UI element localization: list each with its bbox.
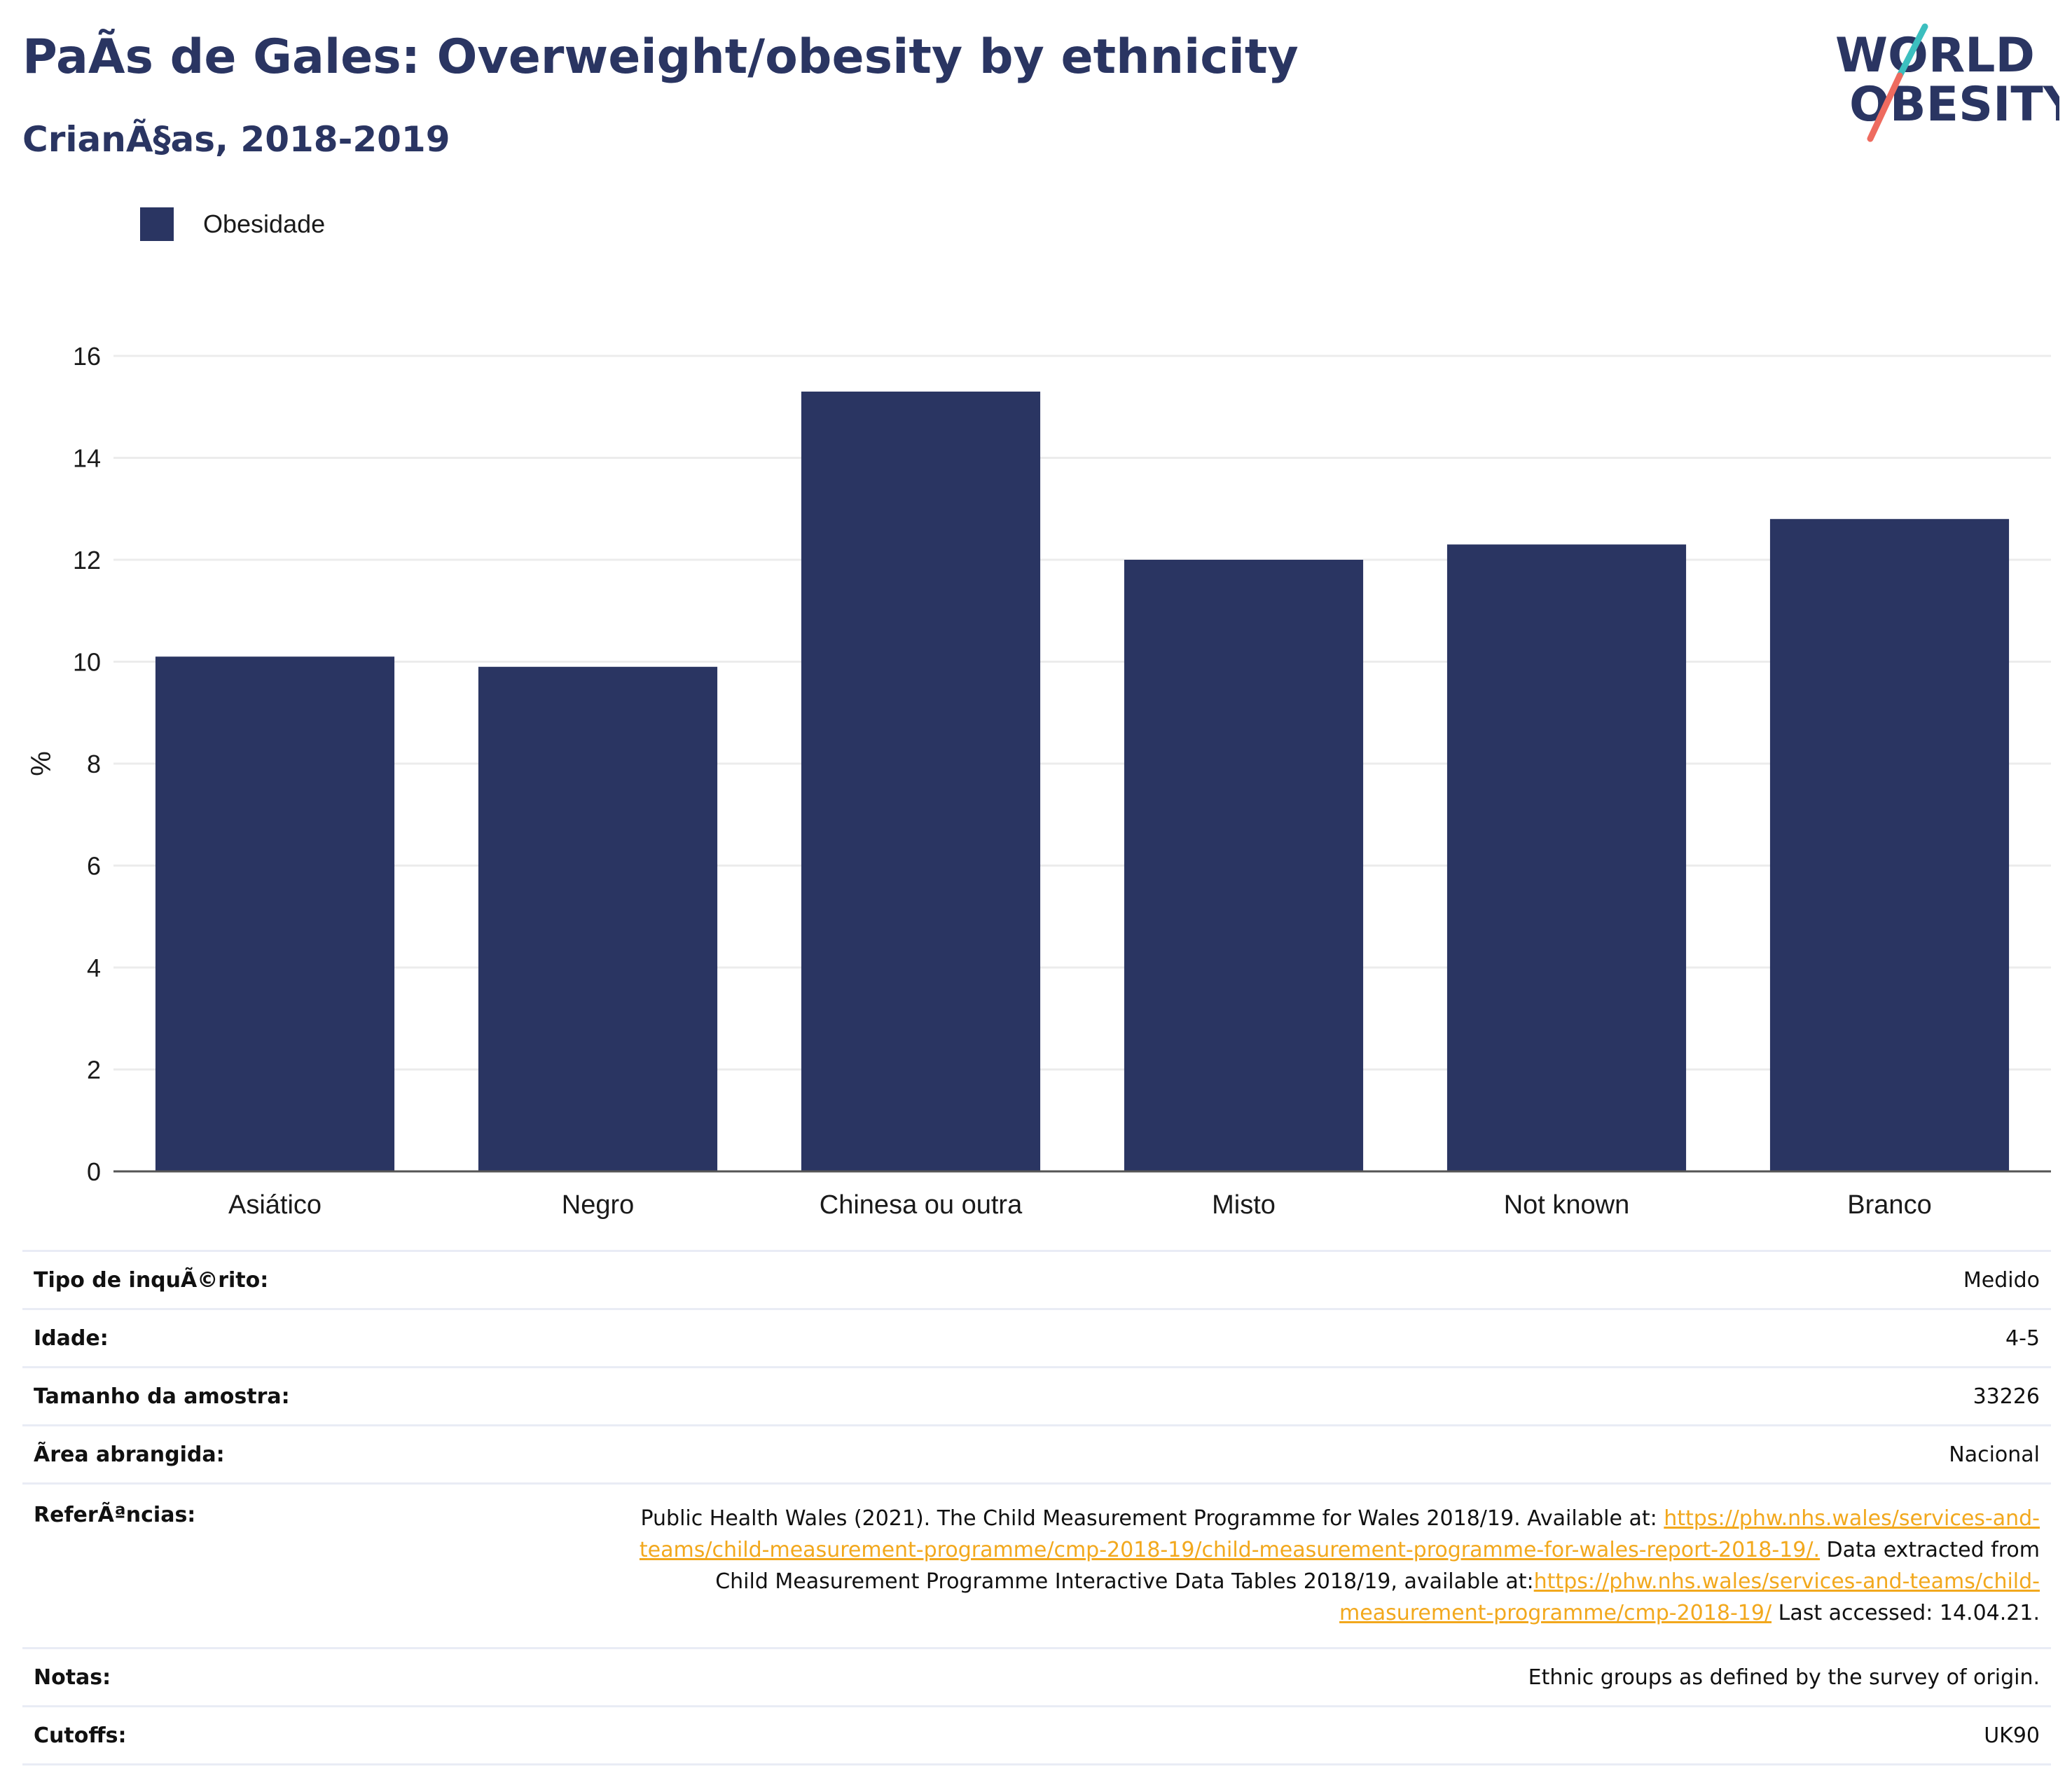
meta-value-survey-type: Medido <box>465 1250 2051 1310</box>
bar-5 <box>1769 518 2010 1171</box>
meta-value-sample-size: 33226 <box>465 1367 2051 1426</box>
y-tick-label-16: 16 <box>73 342 101 371</box>
logo-word-obesity: OBESITY <box>1849 77 2059 132</box>
meta-row-notes: Notas: Ethnic groups as defined by the s… <box>22 1648 2051 1707</box>
y-tick-label-14: 14 <box>73 444 101 473</box>
x-tick-label-4: Not known <box>1504 1190 1630 1220</box>
y-tick-label-2: 2 <box>87 1056 101 1085</box>
y-tick-label-12: 12 <box>73 546 101 574</box>
meta-value-references: Public Health Wales (2021). The Child Me… <box>465 1483 2051 1649</box>
meta-row-survey-type: Tipo de inquÃ©rito: Medido <box>22 1250 2051 1310</box>
bar-1 <box>478 666 718 1171</box>
logo-word-world: WORLD <box>1835 28 2035 83</box>
meta-row-cutoffs: Cutoffs: UK90 <box>22 1706 2051 1765</box>
meta-label-survey-type: Tipo de inquÃ©rito: <box>22 1250 465 1310</box>
legend-swatch-obesidade <box>140 207 174 241</box>
reference-link-1b[interactable]: teams/child-measurement-programme/cmp-20… <box>639 1538 1821 1562</box>
meta-value-cutoffs: UK90 <box>465 1706 2051 1765</box>
meta-label-notes: Notas: <box>22 1648 465 1707</box>
world-obesity-logo: WORLD OBESITY <box>1835 23 2059 142</box>
reference-link-1a[interactable]: https://phw.nhs.wales/services-and- <box>1664 1506 2040 1531</box>
meta-row-age: Idade: 4-5 <box>22 1309 2051 1368</box>
bar-3 <box>1124 560 1364 1171</box>
y-tick-label-6: 6 <box>87 852 101 881</box>
meta-label-age: Idade: <box>22 1309 465 1368</box>
meta-row-area: Ãrea abrangida: Nacional <box>22 1425 2051 1485</box>
x-tick-label-3: Misto <box>1212 1190 1276 1220</box>
x-tick-label-2: Chinesa ou outra <box>820 1190 1023 1220</box>
y-tick-label-0: 0 <box>87 1157 101 1186</box>
meta-label-cutoffs: Cutoffs: <box>22 1706 465 1765</box>
logo-slash-teal <box>1896 23 1928 79</box>
reference-text-4: Last accessed: 14.04.21. <box>1771 1601 2040 1625</box>
page-title: PaÃs de Gales: Overweight/obesity by eth… <box>22 29 1299 85</box>
meta-row-references: ReferÃªncias: Public Health Wales (2021)… <box>22 1483 2051 1649</box>
meta-label-sample-size: Tamanho da amostra: <box>22 1367 465 1426</box>
meta-value-area: Nacional <box>465 1425 2051 1485</box>
meta-label-references: ReferÃªncias: <box>22 1483 465 1649</box>
legend-label-obesidade: Obesidade <box>203 209 326 238</box>
bar-chart: 0 2 4 6 8 10 12 14 16% Asiático Negro Chinesa ou ou… <box>26 342 2051 1220</box>
y-tick-label-4: 4 <box>87 954 101 982</box>
chart-legend[interactable]: Obesidade <box>140 207 325 241</box>
logo-slash-coral <box>1867 72 1903 142</box>
bar-4 <box>1446 544 1687 1171</box>
metadata-table: Tipo de inquÃ©rito: Medido Idade: 4-5 Ta… <box>22 1250 2051 1765</box>
reference-text-3: Child Measurement Programme Interactive … <box>715 1569 1534 1594</box>
y-tick-label-8: 8 <box>87 750 101 778</box>
x-tick-label-0: Asiático <box>228 1190 322 1220</box>
x-tick-label-5: Branco <box>1847 1190 1931 1220</box>
x-tick-label-1: Negro <box>562 1190 635 1220</box>
meta-value-age: 4-5 <box>465 1309 2051 1368</box>
meta-label-area: Ãrea abrangida: <box>22 1425 465 1485</box>
reference-text-1: Public Health Wales (2021). The Child Me… <box>640 1506 1664 1531</box>
reference-text-2: Data extracted from <box>1820 1538 2040 1562</box>
y-axis-label: % <box>26 751 57 776</box>
bar-0 <box>155 656 395 1171</box>
reference-link-2a[interactable]: https://phw.nhs.wales/services-and-teams… <box>1533 1569 2040 1594</box>
meta-row-sample-size: Tamanho da amostra: 33226 <box>22 1367 2051 1426</box>
bar-2 <box>801 391 1041 1171</box>
y-tick-label-10: 10 <box>73 648 101 677</box>
page-subtitle: CrianÃ§as, 2018-2019 <box>22 119 450 160</box>
reference-link-2b[interactable]: measurement-programme/cmp-2018-19/ <box>1339 1601 1772 1625</box>
meta-value-notes: Ethnic groups as defined by the survey o… <box>465 1648 2051 1707</box>
